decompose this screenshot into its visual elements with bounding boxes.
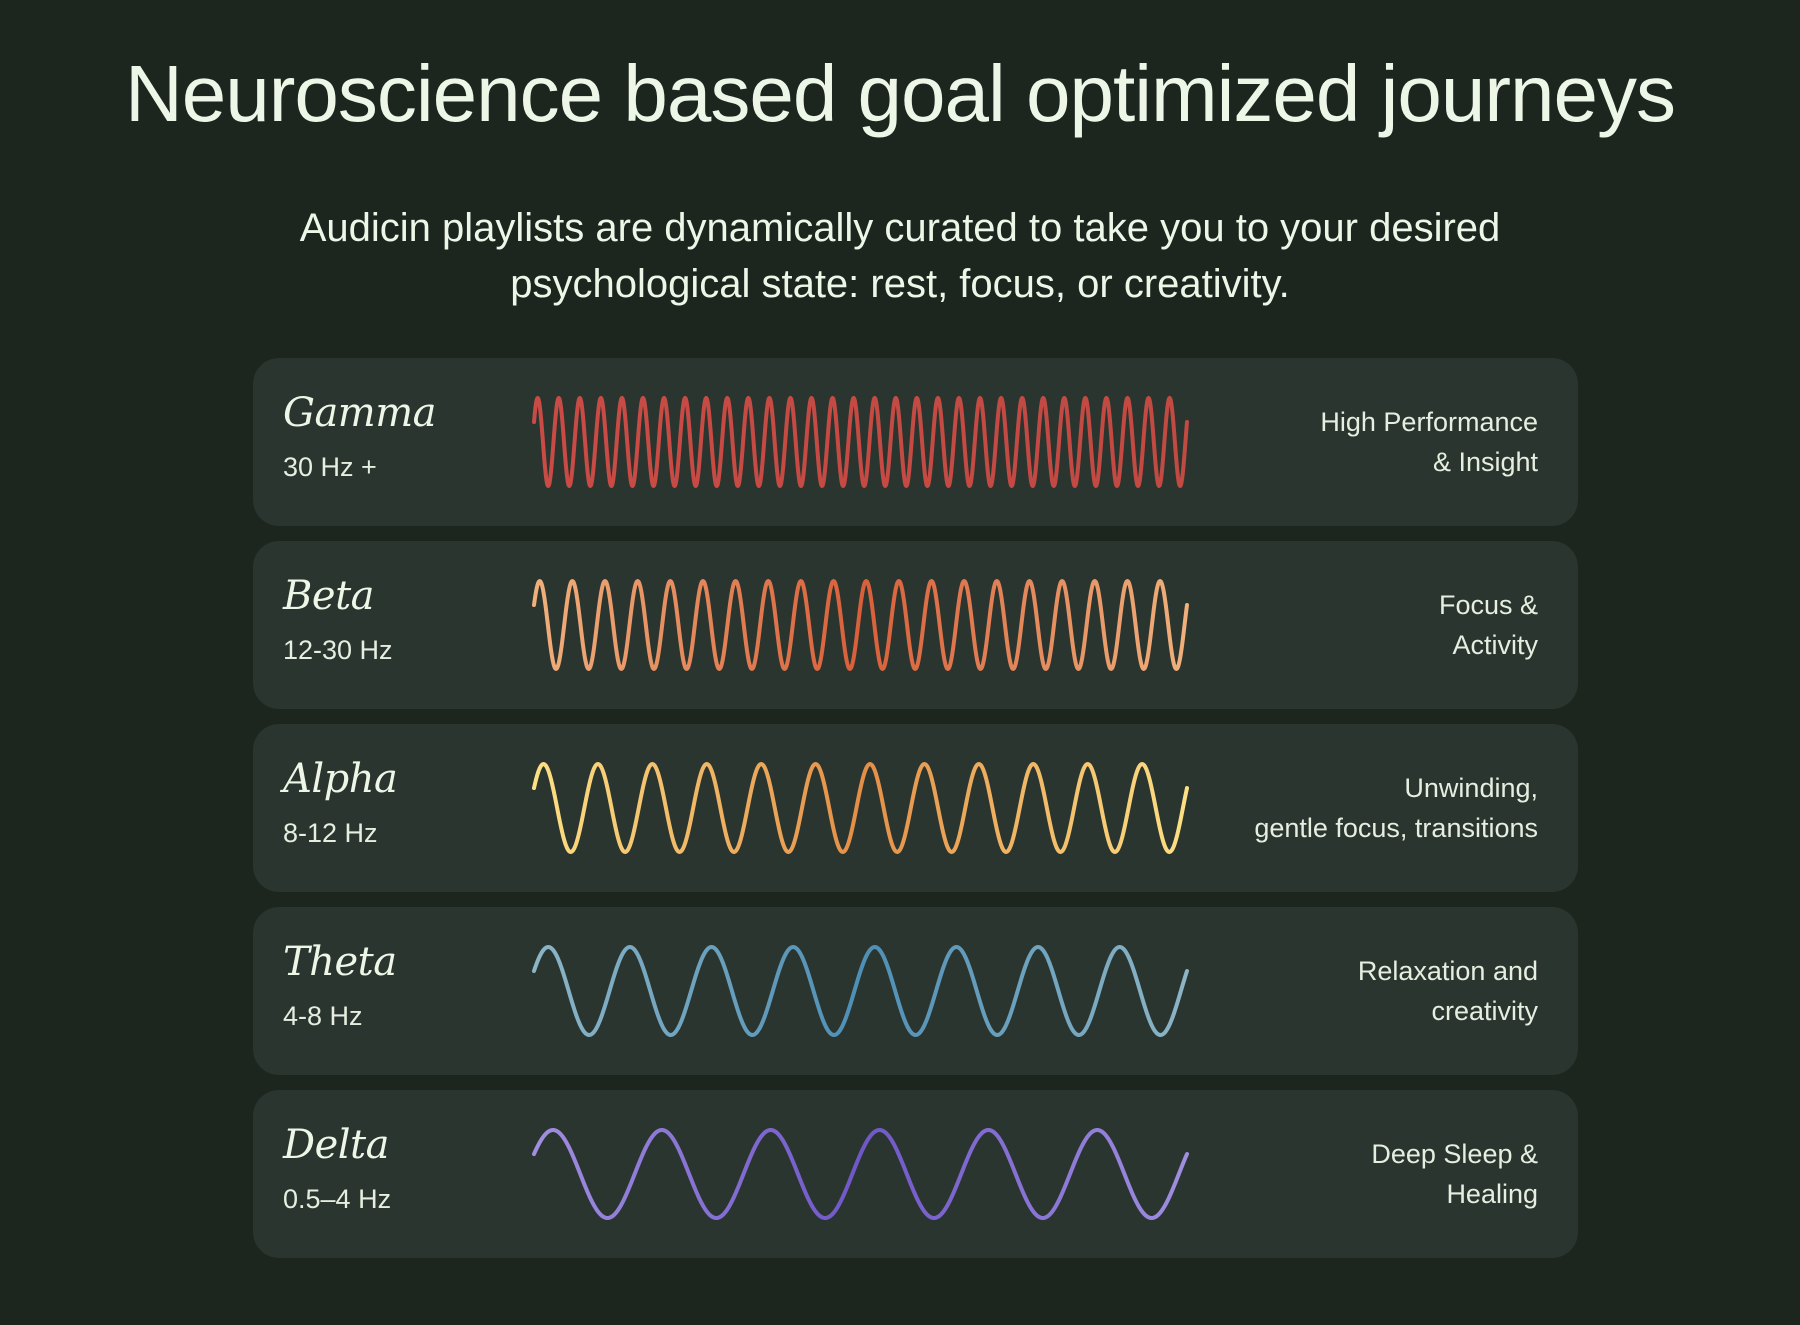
band-frequency: 12-30 Hz <box>283 635 393 665</box>
band-effect-line-1: Deep Sleep & <box>1371 1139 1538 1169</box>
page-title: Neuroscience based goal optimized journe… <box>124 49 1676 138</box>
band-frequency: 0.5–4 Hz <box>283 1184 392 1214</box>
band-effect-line-1: Focus & <box>1438 590 1538 620</box>
band-name: Gamma <box>283 390 437 436</box>
band-card-gamma: Gamma 30 Hz + High Performance & Insight <box>253 358 1578 526</box>
band-card-alpha: Alpha 8-12 Hz Unwinding, gentle focus, t… <box>253 724 1578 892</box>
alpha-waveform <box>532 762 1189 854</box>
brainwave-band-list: Gamma 30 Hz + High Performance & Insight… <box>253 358 1578 1273</box>
waveform-line <box>532 1128 1189 1220</box>
band-effect-line-1: Relaxation and <box>1357 956 1538 986</box>
band-effect-line-2: Activity <box>1452 630 1538 660</box>
band-name: Delta <box>283 1122 389 1168</box>
waveform-line <box>532 396 1189 488</box>
band-card-delta: Delta 0.5–4 Hz Deep Sleep & Healing <box>253 1090 1578 1258</box>
waveform-line <box>532 579 1189 671</box>
band-effect: Unwinding, gentle focus, transitions <box>1138 768 1538 848</box>
band-effect: Deep Sleep & Healing <box>1138 1134 1538 1214</box>
band-effect-line-1: High Performance <box>1320 407 1538 437</box>
band-card-beta: Beta 12-30 Hz Focus & Activity <box>253 541 1578 709</box>
band-effect-line-2: gentle focus, transitions <box>1254 813 1538 843</box>
waveform-line <box>532 762 1189 854</box>
waveform-line <box>532 945 1189 1037</box>
band-effect-line-2: creativity <box>1431 996 1538 1026</box>
band-effect: Focus & Activity <box>1138 585 1538 665</box>
gamma-waveform <box>532 396 1189 488</box>
band-frequency: 4-8 Hz <box>283 1001 363 1031</box>
beta-waveform <box>532 579 1189 671</box>
band-effect-line-2: & Insight <box>1432 447 1538 477</box>
band-name: Beta <box>283 573 375 619</box>
band-effect-line-1: Unwinding, <box>1404 773 1538 803</box>
band-effect: Relaxation and creativity <box>1138 951 1538 1031</box>
theta-waveform <box>532 945 1189 1037</box>
band-frequency: 8-12 Hz <box>283 818 378 848</box>
band-frequency: 30 Hz + <box>283 452 377 482</box>
delta-waveform <box>532 1128 1189 1220</box>
band-effect: High Performance & Insight <box>1138 402 1538 482</box>
band-name: Theta <box>283 939 397 985</box>
band-effect-line-2: Healing <box>1446 1179 1538 1209</box>
band-card-theta: Theta 4-8 Hz Relaxation and creativity <box>253 907 1578 1075</box>
page-subtitle: Audicin playlists are dynamically curate… <box>299 206 1501 306</box>
band-name: Alpha <box>283 756 398 802</box>
